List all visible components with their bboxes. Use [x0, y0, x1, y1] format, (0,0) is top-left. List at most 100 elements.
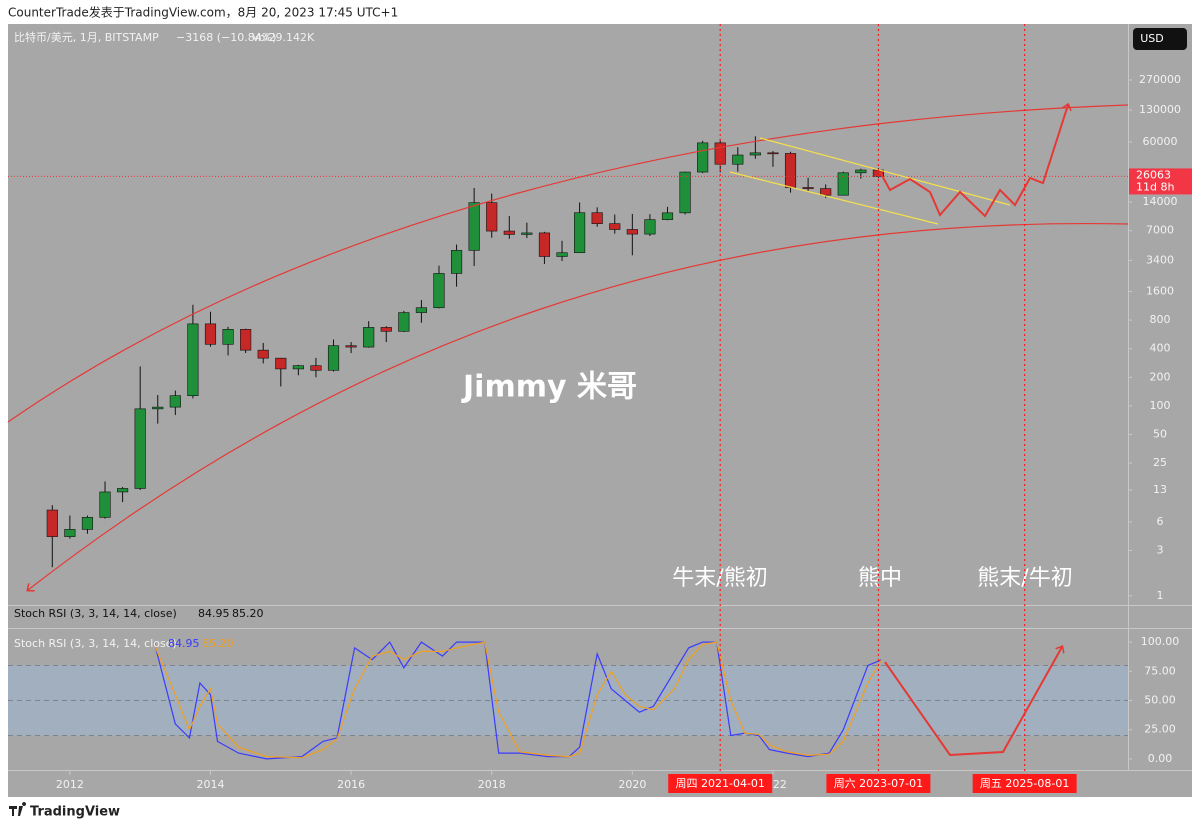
marker-label: 周五 2025-08-01: [980, 777, 1069, 790]
stoch-d-label: 85.20: [232, 607, 264, 620]
last-price-box: [1129, 168, 1192, 195]
y-tick-label: 3: [1157, 543, 1164, 556]
stoch-legend: Stoch RSI (3, 3, 14, 14, close) 84.95 85…: [14, 607, 264, 650]
lower-arc: [28, 222, 1129, 590]
y-tick-label: 50.00: [1144, 693, 1176, 706]
candle-body: [784, 153, 797, 188]
drawings: [7, 104, 1129, 757]
y-tick-label: 0.00: [1148, 752, 1173, 765]
y-tick-label: 200: [1150, 370, 1171, 383]
main-pane: [8, 24, 1128, 606]
candle-body: [661, 212, 674, 220]
x-tick-label: 2020: [618, 778, 646, 791]
candle-body: [521, 232, 533, 235]
y-tick-label: 25: [1153, 456, 1167, 469]
candle-body: [327, 345, 340, 371]
candle-body: [679, 171, 691, 214]
footer-text: TradingView: [30, 805, 120, 820]
change-label: −3168 (−10.84%): [176, 31, 276, 44]
annotation: 熊中: [858, 566, 902, 591]
overlay: 1361325501002004008001600340070001400060…: [56, 24, 1192, 793]
candle-body: [626, 229, 638, 235]
y-tick-label: 270000: [1139, 73, 1181, 86]
currency-label[interactable]: USD: [1140, 32, 1164, 45]
candle-body: [46, 509, 58, 537]
stoch-line: [153, 641, 883, 759]
footer-logo: TradingView: [9, 802, 120, 820]
stoch-line: [153, 641, 883, 760]
candle-body: [99, 491, 111, 518]
candle-body: [574, 212, 586, 254]
candle-body: [187, 323, 199, 396]
candle-body: [117, 488, 129, 493]
candle-body: [503, 230, 515, 235]
candle-body: [556, 252, 568, 257]
y-tick-label: 75.00: [1144, 664, 1176, 677]
candle-body: [837, 172, 849, 196]
currency-button[interactable]: [1133, 28, 1187, 50]
y-tick-label: 50: [1153, 427, 1167, 440]
candle-body: [222, 329, 234, 345]
marker-label: 周六 2023-07-01: [834, 777, 923, 790]
y-tick-label: 6: [1157, 515, 1164, 528]
y-tick-label: 100.00: [1141, 635, 1180, 648]
last-price-label: 26063: [1136, 168, 1171, 181]
candle-body: [644, 219, 656, 235]
stoch-k-label: 84.95: [168, 637, 200, 650]
candle-body: [275, 357, 287, 370]
volume-label: Vol29.142K: [252, 31, 315, 44]
countdown-label: 11d 8h: [1136, 180, 1174, 193]
upper-arc: [7, 104, 1129, 423]
symbol-title: 比特币/美元, 1月, BITSTAMP: [14, 30, 159, 44]
channel-lower: [729, 171, 939, 225]
candle-body: [240, 329, 252, 351]
y-tick-label: 800: [1150, 313, 1171, 326]
watermark: Jimmy 米哥: [461, 370, 637, 405]
candle-body: [486, 202, 498, 232]
candle-body: [292, 365, 304, 370]
marker-label-box: [972, 774, 1077, 793]
candle-body: [732, 154, 744, 165]
channel-upper: [759, 137, 1011, 206]
byline: CounterTrade发表于TradingView.com，8月 20, 20…: [8, 5, 398, 20]
y-tick-label: 130000: [1139, 103, 1181, 116]
candle-body: [802, 187, 814, 189]
candle-body: [820, 188, 832, 196]
y-tick-label: 400: [1150, 342, 1171, 355]
candle-body: [310, 365, 322, 371]
stoch-projection: [884, 647, 1062, 757]
candle-body: [152, 406, 164, 410]
candle-body: [169, 395, 181, 408]
y-tick-label: 60000: [1143, 135, 1178, 148]
candle-body: [450, 250, 463, 274]
candle-body: [433, 273, 445, 309]
candle-body: [398, 312, 410, 332]
marker-label-box: [826, 774, 931, 793]
main-legend: 比特币/美元, 1月, BITSTAMP −3168 (−10.84%) Vol…: [14, 30, 315, 44]
candle-body: [345, 345, 357, 348]
candle-body: [363, 327, 375, 348]
price-scale: [1128, 24, 1192, 771]
marker-label: 周四 2021-04-01: [675, 777, 764, 790]
candle-body: [380, 327, 392, 332]
candle-body: [855, 169, 867, 174]
marker-label-box: [668, 774, 773, 793]
candle-body: [714, 142, 726, 165]
stoch-legend-strip: [8, 606, 1128, 628]
marks: [8, 136, 1128, 760]
candle-body: [538, 232, 551, 257]
y-tick-label: 13: [1153, 483, 1167, 496]
candle-body: [749, 152, 761, 156]
candle-body: [134, 408, 146, 489]
candle-body: [591, 212, 603, 224]
y-tick-label: 7000: [1146, 224, 1174, 237]
y-tick-label: 1600: [1146, 285, 1174, 298]
y-tick-label: 3400: [1146, 253, 1174, 266]
candle-body: [204, 323, 217, 345]
x-tick-label: 2018: [478, 778, 506, 791]
stoch-title: Stoch RSI (3, 3, 14, 14, close): [14, 607, 177, 620]
x-tick-label: 2014: [196, 778, 224, 791]
candle-body: [64, 529, 76, 537]
candle-body: [81, 517, 94, 530]
